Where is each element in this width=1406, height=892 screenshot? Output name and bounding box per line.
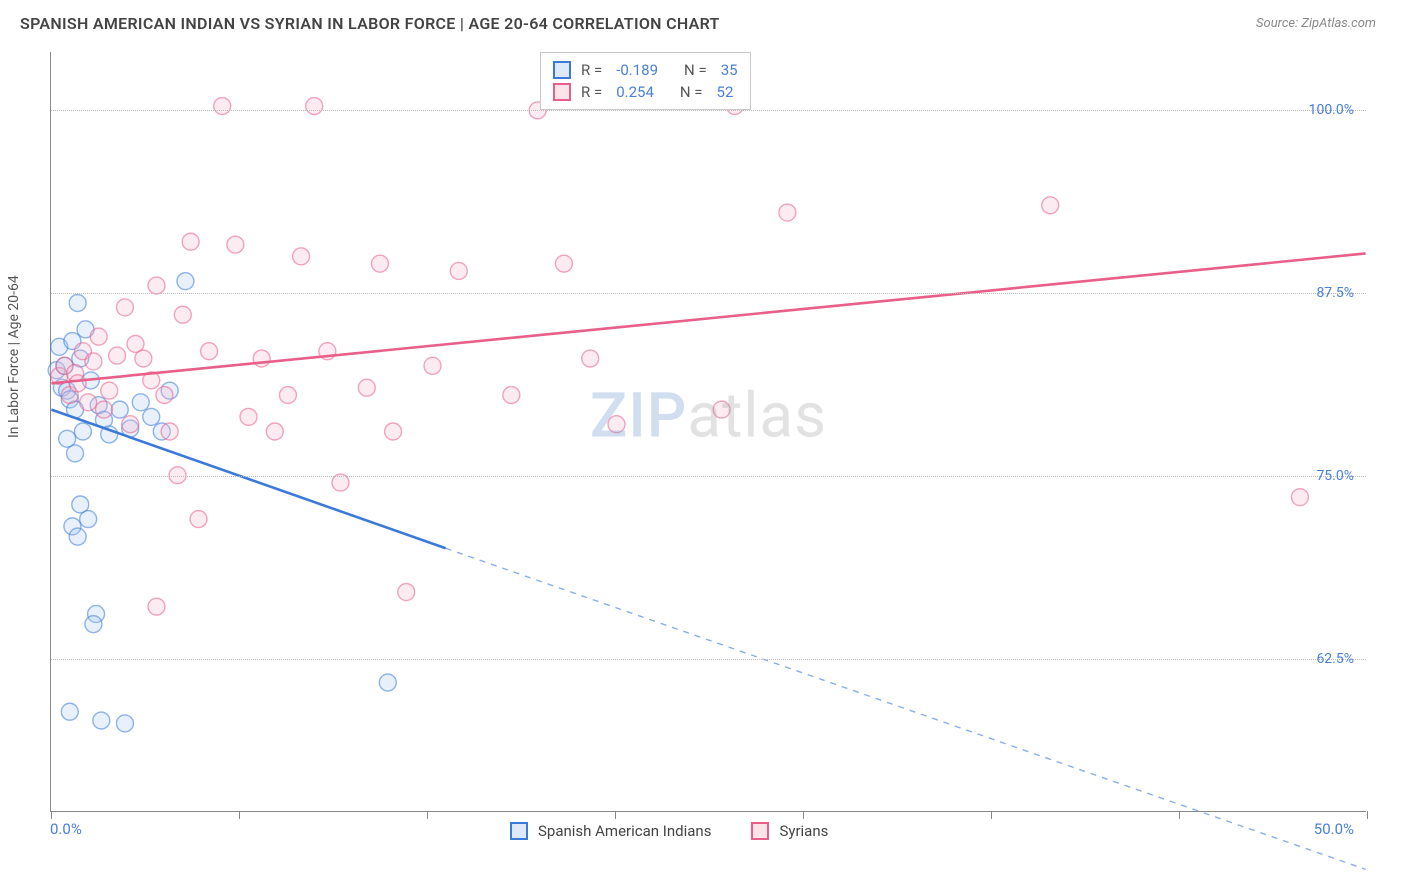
x-tick xyxy=(51,811,52,819)
data-point xyxy=(190,511,207,528)
data-point xyxy=(1042,197,1059,214)
data-point xyxy=(450,262,467,279)
n-label: N = xyxy=(684,61,707,79)
legend-correlation-row: R = 0.254 N = 52 xyxy=(553,81,738,103)
data-point xyxy=(85,616,102,633)
x-tick xyxy=(427,811,428,819)
data-point xyxy=(227,236,244,253)
data-point xyxy=(779,204,796,221)
data-point xyxy=(358,379,375,396)
legend-swatch xyxy=(510,822,528,840)
data-point xyxy=(608,416,625,433)
plot-area: ZIPatlas 62.5%75.0%87.5%100.0% xyxy=(50,52,1366,812)
r-value: 0.254 xyxy=(616,83,654,101)
data-point xyxy=(240,408,257,425)
n-value: 35 xyxy=(721,61,738,79)
data-point xyxy=(116,715,133,732)
data-point xyxy=(80,394,97,411)
data-point xyxy=(109,347,126,364)
scatter-plot-svg xyxy=(51,52,1366,811)
x-tick xyxy=(615,811,616,819)
x-tick xyxy=(991,811,992,819)
data-point xyxy=(1291,489,1308,506)
data-point xyxy=(74,423,91,440)
data-point xyxy=(95,401,112,418)
y-tick-label: 87.5% xyxy=(1316,285,1354,301)
trend-line xyxy=(51,253,1365,383)
x-tick xyxy=(1179,811,1180,819)
data-point xyxy=(148,277,165,294)
data-point xyxy=(371,255,388,272)
legend-swatch xyxy=(553,83,571,101)
legend-swatch xyxy=(751,822,769,840)
data-point xyxy=(90,328,107,345)
r-value: -0.189 xyxy=(616,61,658,79)
gridline xyxy=(51,110,1366,111)
data-point xyxy=(582,350,599,367)
legend-series-label: Spanish American Indians xyxy=(538,822,711,840)
data-point xyxy=(306,98,323,115)
data-point xyxy=(135,350,152,367)
data-point xyxy=(61,703,78,720)
gridline xyxy=(51,476,1366,477)
data-point xyxy=(201,343,218,360)
r-label: R = xyxy=(581,61,602,79)
gridline xyxy=(51,293,1366,294)
data-point xyxy=(385,423,402,440)
data-point xyxy=(67,445,84,462)
legend-correlation-row: R = -0.189 N = 35 xyxy=(553,59,738,81)
legend-series: Spanish American Indians Syrians xyxy=(510,822,828,840)
x-tick xyxy=(239,811,240,819)
data-point xyxy=(379,674,396,691)
data-point xyxy=(69,375,86,392)
data-point xyxy=(161,423,178,440)
data-point xyxy=(398,584,415,601)
data-point xyxy=(148,598,165,615)
data-point xyxy=(156,387,173,404)
data-point xyxy=(424,357,441,374)
data-point xyxy=(555,255,572,272)
data-point xyxy=(132,394,149,411)
legend-series-item: Syrians xyxy=(751,822,828,840)
data-point xyxy=(116,299,133,316)
data-point xyxy=(253,350,270,367)
data-point xyxy=(101,382,118,399)
data-point xyxy=(713,401,730,418)
gridline xyxy=(51,659,1366,660)
y-tick-label: 75.0% xyxy=(1316,468,1354,484)
data-point xyxy=(69,295,86,312)
data-point xyxy=(85,353,102,370)
legend-swatch xyxy=(553,61,571,79)
data-point xyxy=(143,408,160,425)
data-point xyxy=(111,401,128,418)
data-point xyxy=(214,98,231,115)
chart-title: SPANISH AMERICAN INDIAN VS SYRIAN IN LAB… xyxy=(20,14,720,33)
data-point xyxy=(266,423,283,440)
x-tick xyxy=(1367,811,1368,819)
data-point xyxy=(182,233,199,250)
n-value: 52 xyxy=(717,83,734,101)
data-point xyxy=(293,248,310,265)
data-point xyxy=(174,306,191,323)
legend-series-item: Spanish American Indians xyxy=(510,822,711,840)
data-point xyxy=(80,511,97,528)
x-min-label: 0.0% xyxy=(50,820,82,838)
y-axis-title: In Labor Force | Age 20-64 xyxy=(6,275,22,438)
x-max-label: 50.0% xyxy=(1314,820,1354,838)
r-label: R = xyxy=(581,83,602,101)
y-tick-label: 62.5% xyxy=(1316,651,1354,667)
x-tick xyxy=(803,811,804,819)
legend-series-label: Syrians xyxy=(779,822,828,840)
data-point xyxy=(69,528,86,545)
data-point xyxy=(279,387,296,404)
source-label: Source: ZipAtlas.com xyxy=(1256,16,1376,31)
data-point xyxy=(93,712,110,729)
data-point xyxy=(122,416,139,433)
y-tick-label: 100.0% xyxy=(1309,102,1354,118)
data-point xyxy=(177,273,194,290)
n-label: N = xyxy=(680,83,703,101)
data-point xyxy=(503,387,520,404)
legend-correlation-box: R = -0.189 N = 35 R = 0.254 N = 52 xyxy=(540,52,751,110)
